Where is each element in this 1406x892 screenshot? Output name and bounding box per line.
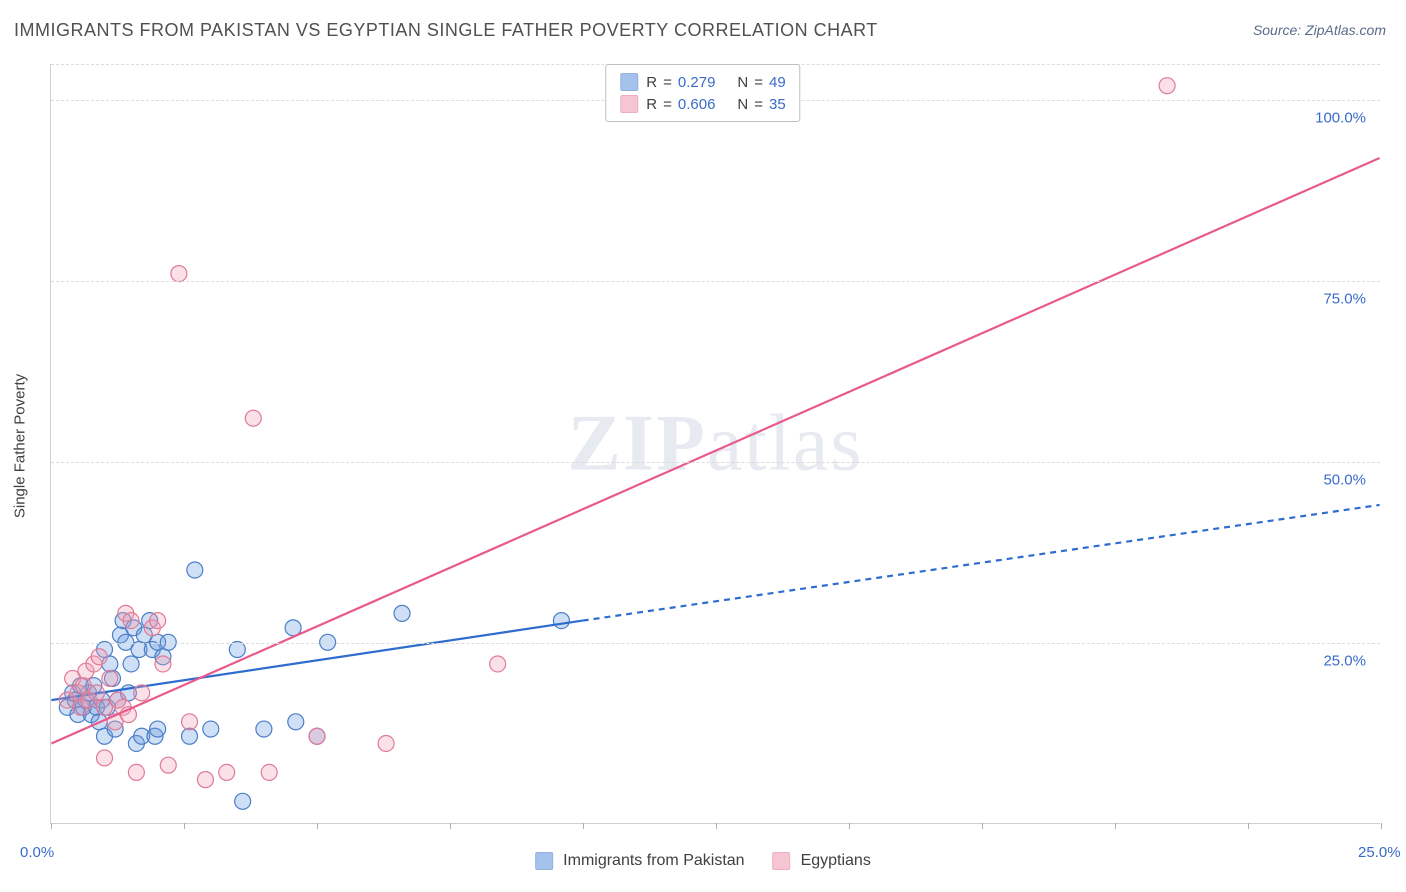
stats-row-pakistan: R = 0.279 N = 49: [620, 71, 785, 93]
data-point-pakistan: [394, 605, 410, 621]
data-point-egyptians: [1159, 78, 1175, 94]
data-point-egyptians: [150, 613, 166, 629]
data-point-pakistan: [235, 793, 251, 809]
data-point-pakistan: [288, 714, 304, 730]
trend-line: [583, 505, 1380, 621]
data-point-pakistan: [123, 656, 139, 672]
x-tick: [583, 823, 584, 829]
swatch-egyptians: [620, 95, 638, 113]
eq-sign: =: [754, 96, 763, 113]
r-value-egyptians: 0.606: [678, 96, 716, 113]
data-point-egyptians: [134, 685, 150, 701]
swatch-pakistan: [620, 73, 638, 91]
x-tick: [184, 823, 185, 829]
chart-title: IMMIGRANTS FROM PAKISTAN VS EGYPTIAN SIN…: [14, 20, 878, 41]
x-tick: [1381, 823, 1382, 829]
r-value-pakistan: 0.279: [678, 74, 716, 91]
plot-area: ZIPatlas 25.0%50.0%75.0%100.0%: [50, 64, 1380, 824]
data-point-egyptians: [102, 670, 118, 686]
data-point-egyptians: [89, 685, 105, 701]
x-tick: [1115, 823, 1116, 829]
y-tick-label: 100.0%: [1315, 110, 1366, 127]
swatch-pakistan: [535, 852, 553, 870]
data-point-egyptians: [309, 728, 325, 744]
gridline-h: [51, 281, 1380, 282]
data-point-pakistan: [182, 728, 198, 744]
stats-row-egyptians: R = 0.606 N = 35: [620, 93, 785, 115]
n-value-pakistan: 49: [769, 74, 786, 91]
gridline-h: [51, 462, 1380, 463]
data-point-pakistan: [150, 721, 166, 737]
data-point-egyptians: [160, 757, 176, 773]
data-point-egyptians: [197, 772, 213, 788]
chart-container: IMMIGRANTS FROM PAKISTAN VS EGYPTIAN SIN…: [0, 0, 1406, 892]
n-label: N: [737, 74, 748, 91]
x-tick: [450, 823, 451, 829]
legend-item-pakistan: Immigrants from Pakistan: [535, 852, 744, 870]
data-point-egyptians: [128, 764, 144, 780]
data-point-pakistan: [187, 562, 203, 578]
eq-sign: =: [754, 74, 763, 91]
r-label: R: [646, 96, 657, 113]
r-label: R: [646, 74, 657, 91]
x-tick: [51, 823, 52, 829]
y-tick-label: 50.0%: [1323, 472, 1366, 489]
data-point-pakistan: [553, 613, 569, 629]
data-point-egyptians: [97, 750, 113, 766]
chart-svg: [51, 64, 1380, 823]
legend-label-egyptians: Egyptians: [801, 852, 871, 870]
y-tick-label: 75.0%: [1323, 291, 1366, 308]
x-tick: [716, 823, 717, 829]
x-tick: [982, 823, 983, 829]
x-tick: [1248, 823, 1249, 829]
data-point-egyptians: [91, 649, 107, 665]
x-tick: [849, 823, 850, 829]
gridline-h: [51, 643, 1380, 644]
y-tick-label: 25.0%: [1323, 653, 1366, 670]
data-point-pakistan: [256, 721, 272, 737]
data-point-egyptians: [490, 656, 506, 672]
source-attribution: Source: ZipAtlas.com: [1253, 22, 1386, 38]
legend-label-pakistan: Immigrants from Pakistan: [563, 852, 744, 870]
x-tick-label-min: 0.0%: [20, 844, 54, 861]
bottom-legend: Immigrants from Pakistan Egyptians: [535, 852, 871, 870]
data-point-egyptians: [219, 764, 235, 780]
eq-sign: =: [663, 74, 672, 91]
data-point-egyptians: [171, 266, 187, 282]
data-point-egyptians: [155, 656, 171, 672]
data-point-egyptians: [261, 764, 277, 780]
data-point-egyptians: [182, 714, 198, 730]
x-tick-label-max: 25.0%: [1358, 844, 1401, 861]
trend-line: [51, 158, 1379, 744]
n-value-egyptians: 35: [769, 96, 786, 113]
data-point-egyptians: [245, 410, 261, 426]
stats-legend: R = 0.279 N = 49 R = 0.606 N = 35: [605, 64, 800, 122]
data-point-egyptians: [123, 613, 139, 629]
data-point-egyptians: [378, 735, 394, 751]
x-tick: [317, 823, 318, 829]
legend-item-egyptians: Egyptians: [773, 852, 871, 870]
n-label: N: [737, 96, 748, 113]
swatch-egyptians: [773, 852, 791, 870]
data-point-pakistan: [203, 721, 219, 737]
eq-sign: =: [663, 96, 672, 113]
y-axis-label: Single Father Poverty: [12, 374, 29, 518]
